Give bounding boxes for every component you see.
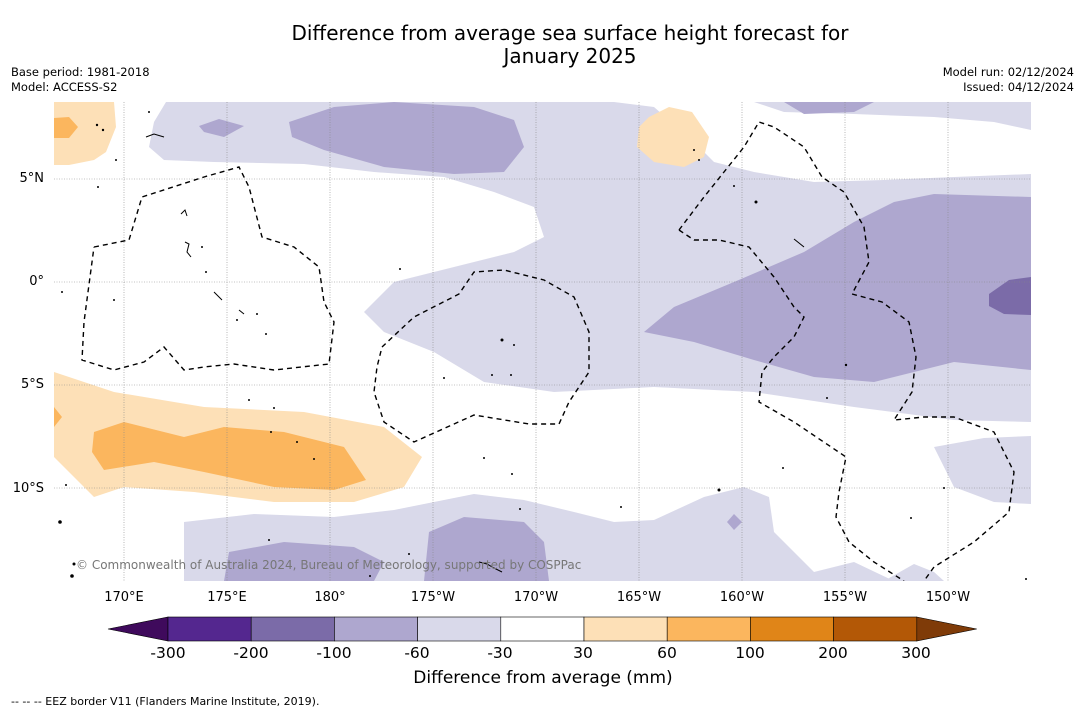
chart-title: Difference from average sea surface heig…	[0, 22, 1085, 68]
lon-label-150w: 150°W	[925, 590, 971, 605]
meta-left: Base period: 1981-2018 Model: ACCESS-S2	[11, 65, 150, 95]
eez-borders	[81, 121, 1015, 581]
lat-label-5s: 5°S	[20, 377, 44, 392]
colorbar-segment	[833, 616, 918, 642]
anomaly-region-dark-east	[989, 277, 1031, 315]
copyright-notice: © Commonwealth of Australia 2024, Bureau…	[76, 558, 582, 572]
lon-label-165w: 165°W	[616, 590, 662, 605]
title-line-2: January 2025	[503, 44, 637, 68]
base-period: Base period: 1981-2018	[11, 65, 150, 79]
colorbar-tick: 300	[901, 644, 931, 662]
lat-label-0: 0°	[29, 274, 44, 289]
anomaly-region-medium-north	[289, 102, 524, 174]
anomaly-region-medium-small-north	[199, 119, 244, 137]
lon-label-170w: 170°W	[513, 590, 559, 605]
title-line-1: Difference from average sea surface heig…	[291, 21, 849, 45]
lon-label-180: 180°	[314, 590, 346, 605]
map-plot	[54, 102, 1031, 581]
anomaly-region-light-orange-north	[637, 107, 709, 167]
lon-label-175e: 175°E	[207, 590, 247, 605]
colorbar-extend-low	[107, 616, 169, 642]
colorbar-segment	[250, 616, 335, 642]
colorbar-tick: 30	[573, 644, 593, 662]
lon-label-155w: 155°W	[822, 590, 868, 605]
eez-footnote: -- -- -- EEZ border V11 (Flanders Marine…	[11, 695, 320, 708]
island-coastlines	[145, 133, 805, 573]
lon-label-170e: 170°E	[104, 590, 144, 605]
lon-label-175w: 175°W	[410, 590, 456, 605]
colorbar-segment	[750, 616, 834, 642]
colorbar-tick: 60	[657, 644, 677, 662]
colorbar-label: Difference from average (mm)	[413, 668, 673, 688]
colorbar-segment	[334, 616, 418, 642]
island-dots	[58, 111, 1027, 580]
lat-label-10s: 10°S	[12, 481, 44, 496]
model-run: Model run: 02/12/2024	[942, 65, 1074, 79]
colorbar-tick: -30	[487, 644, 513, 662]
anomaly-region-medium-small-south	[727, 514, 742, 530]
anomaly-region-orange-sw	[92, 422, 366, 490]
colorbar	[107, 616, 977, 642]
colorbar-segment	[417, 616, 502, 642]
anomaly-region-medium-northeast	[784, 102, 874, 114]
colorbar-segment	[500, 616, 585, 642]
colorbar-tick: 100	[735, 644, 765, 662]
anomaly-region-orange-nw	[54, 117, 78, 138]
anomaly-region-orange-west-edge	[54, 407, 62, 427]
lon-label-160w: 160°W	[719, 590, 765, 605]
model-name: Model: ACCESS-S2	[11, 80, 118, 94]
anomaly-region-medium-south	[224, 542, 384, 581]
colorbar-segment	[666, 616, 751, 642]
anomaly-region-medium-central	[644, 194, 1031, 382]
colorbar-extend-high	[916, 616, 977, 642]
anomaly-region-light-southeast-2	[884, 564, 944, 581]
colorbar-tick: -60	[404, 644, 430, 662]
lat-label-5n: 5°N	[19, 171, 45, 186]
anomaly-region-light-southeast	[934, 436, 1031, 504]
issued-date: Issued: 04/12/2024	[963, 80, 1074, 94]
colorbar-segment	[167, 616, 252, 642]
anomaly-region-medium-south-2	[424, 517, 549, 581]
colorbar-tick: -100	[316, 644, 352, 662]
gridlines	[54, 102, 1031, 581]
colorbar-tick: -200	[233, 644, 269, 662]
meta-right: Model run: 02/12/2024 Issued: 04/12/2024	[943, 65, 1074, 95]
colorbar-segment	[583, 616, 668, 642]
colorbar-tick: -300	[150, 644, 186, 662]
colorbar-tick: 200	[818, 644, 848, 662]
